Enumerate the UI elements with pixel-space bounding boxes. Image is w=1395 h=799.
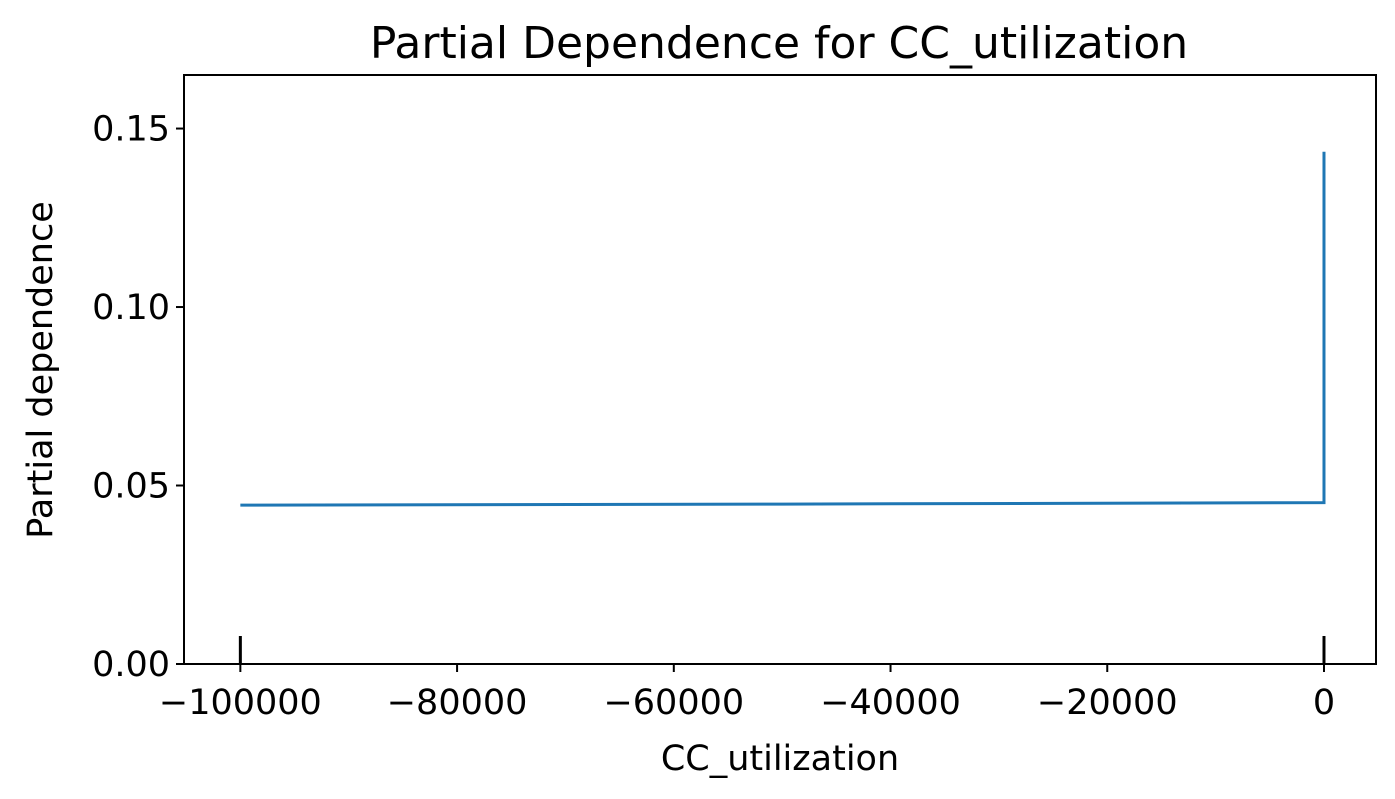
- y-tick-label: 0.00: [92, 645, 170, 685]
- y-axis-label: Partial dependence: [21, 201, 61, 539]
- y-tick-label: 0.15: [92, 110, 170, 150]
- x-tick-label: 0: [1313, 683, 1335, 723]
- series-line: [240, 151, 1326, 507]
- y-axis: 0.00 0.05 0.10 0.15: [92, 110, 184, 685]
- y-tick-label: 0.10: [92, 288, 170, 328]
- x-tick-label: −20000: [1037, 683, 1178, 723]
- x-axis-label: CC_utilization: [661, 739, 899, 779]
- x-axis: −100000 −80000 −60000 −40000 −20000 0: [159, 664, 1335, 723]
- x-tick-label: −100000: [159, 683, 322, 723]
- rug-marks: [238, 636, 1326, 664]
- plot-frame: [183, 74, 1377, 665]
- x-tick-label: −40000: [820, 683, 961, 723]
- x-tick-label: −80000: [387, 683, 528, 723]
- x-tick-label: −60000: [603, 683, 744, 723]
- chart-title: Partial Dependence for CC_utilization: [370, 18, 1188, 69]
- y-tick-label: 0.05: [92, 467, 170, 507]
- series-group: [240, 151, 1326, 507]
